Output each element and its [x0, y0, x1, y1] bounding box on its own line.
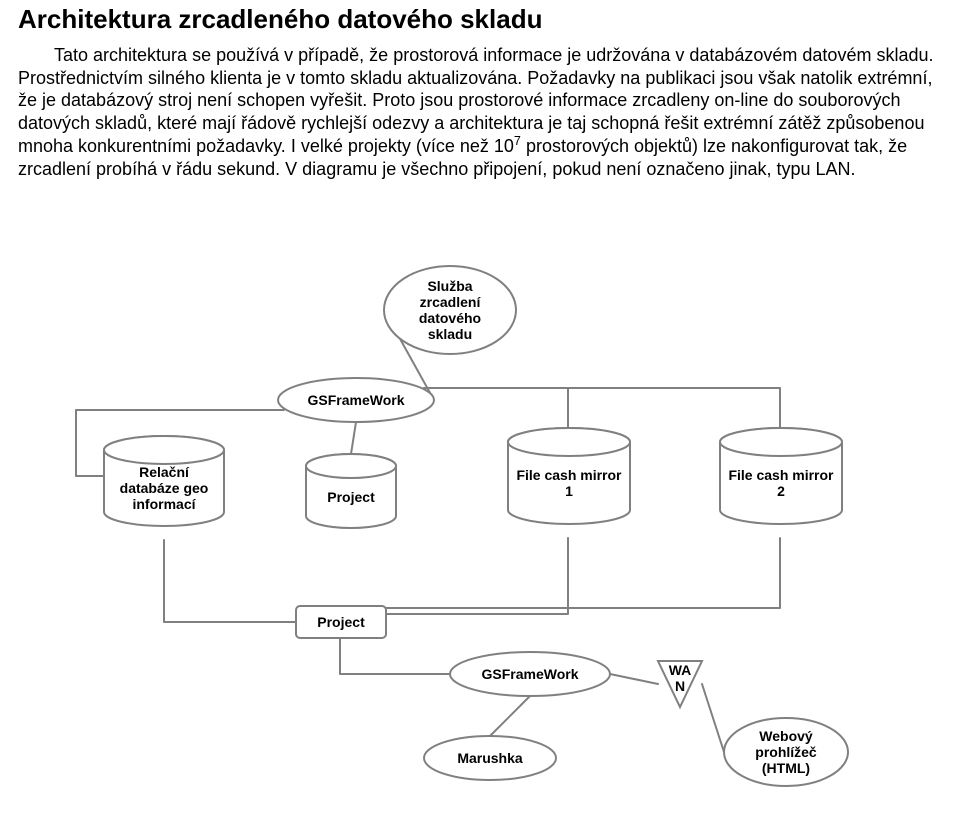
body-superscript: 7	[514, 134, 521, 148]
body-paragraph: Tato architektura se používá v případě, …	[18, 44, 942, 180]
page-title: Architektura zrcadleného datového skladu	[18, 4, 542, 35]
diagram-svg	[0, 260, 960, 820]
architecture-diagram: Služba zrcadlení datového skladuGSFrameW…	[0, 260, 960, 820]
